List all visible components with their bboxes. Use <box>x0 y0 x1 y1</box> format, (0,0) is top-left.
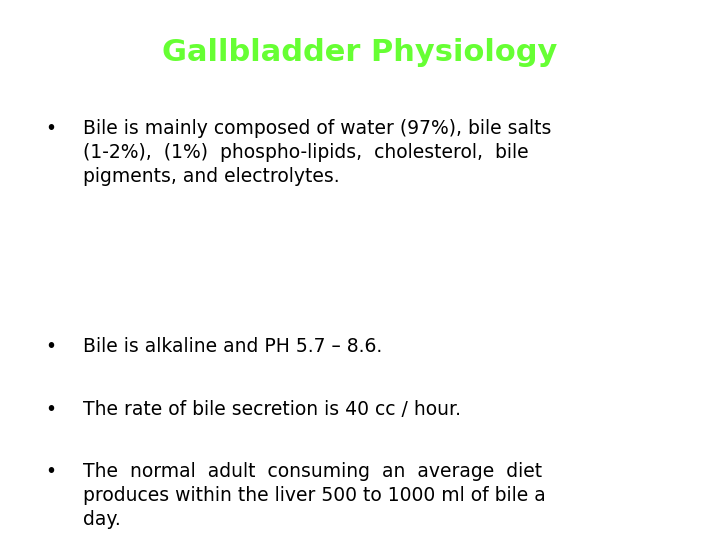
Text: Bile is alkaline and PH 5.7 – 8.6.: Bile is alkaline and PH 5.7 – 8.6. <box>83 338 382 356</box>
Text: The  normal  adult  consuming  an  average  diet
produces within the liver 500 t: The normal adult consuming an average di… <box>83 462 546 529</box>
Text: Gallbladder Physiology: Gallbladder Physiology <box>162 38 558 67</box>
Text: •: • <box>45 462 56 481</box>
Text: •: • <box>45 400 56 419</box>
Text: •: • <box>45 119 56 138</box>
Text: Bile is mainly composed of water (97%), bile salts
(1-2%),  (1%)  phospho-lipids: Bile is mainly composed of water (97%), … <box>83 119 552 186</box>
Text: The rate of bile secretion is 40 cc / hour.: The rate of bile secretion is 40 cc / ho… <box>83 400 461 419</box>
Text: •: • <box>45 338 56 356</box>
